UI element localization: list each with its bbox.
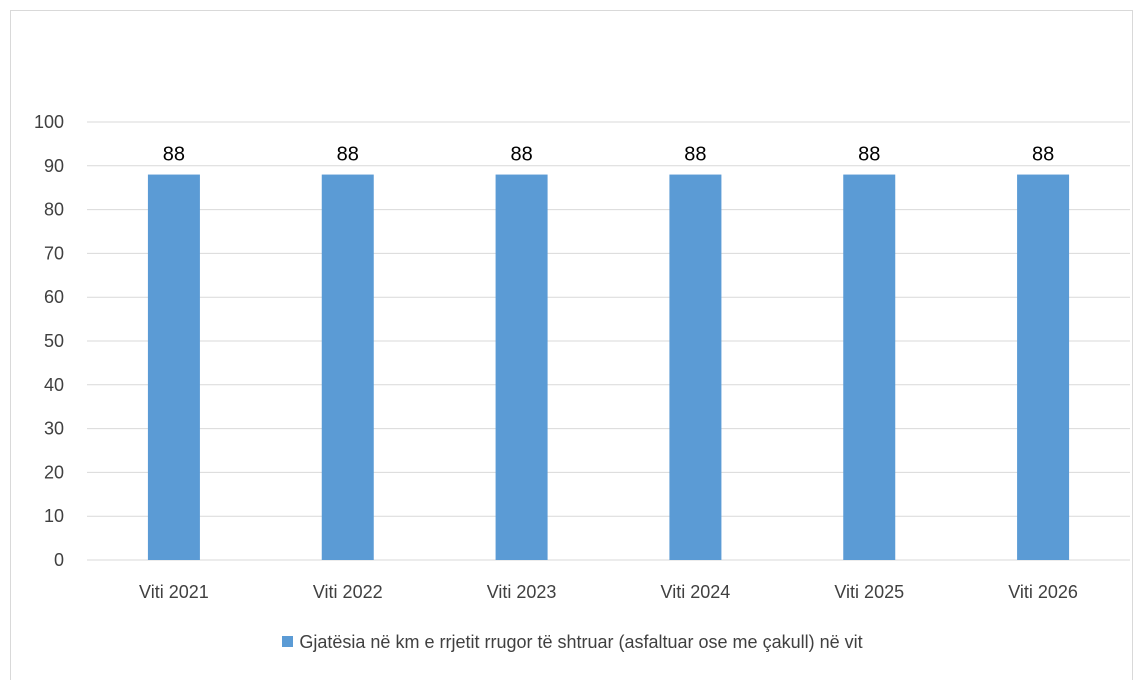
legend-label: Gjatësia në km e rrjetit rrugor të shtru… <box>299 632 863 652</box>
data-label: 88 <box>510 144 532 166</box>
y-tick-label: 50 <box>44 331 64 351</box>
bar <box>495 174 548 560</box>
bar <box>321 174 374 560</box>
x-tick-label: Viti 2023 <box>487 582 557 602</box>
y-tick-label: 70 <box>44 243 64 263</box>
y-tick-label: 40 <box>44 375 64 395</box>
x-tick-label: Viti 2021 <box>139 582 209 602</box>
y-tick-label: 20 <box>44 462 64 482</box>
x-tick-label: Viti 2026 <box>1008 582 1078 602</box>
data-label: 88 <box>337 144 359 166</box>
y-tick-label: 100 <box>34 112 64 132</box>
y-tick-label: 10 <box>44 506 64 526</box>
y-tick-label: 90 <box>44 156 64 176</box>
data-label: 88 <box>858 144 880 166</box>
y-tick-label: 60 <box>44 287 64 307</box>
y-tick-label: 0 <box>54 550 64 570</box>
y-tick-label: 30 <box>44 419 64 439</box>
legend: Gjatësia në km e rrjetit rrugor të shtru… <box>0 632 1145 653</box>
bar <box>843 174 896 560</box>
data-label: 88 <box>163 144 185 166</box>
y-tick-label: 80 <box>44 200 64 220</box>
x-tick-label: Viti 2024 <box>661 582 731 602</box>
data-label: 88 <box>1032 144 1054 166</box>
bar <box>1017 174 1070 560</box>
legend-swatch <box>282 636 294 647</box>
x-tick-label: Viti 2025 <box>834 582 904 602</box>
data-label: 88 <box>684 144 706 166</box>
bar <box>669 174 722 560</box>
bar <box>147 174 200 560</box>
x-tick-label: Viti 2022 <box>313 582 383 602</box>
